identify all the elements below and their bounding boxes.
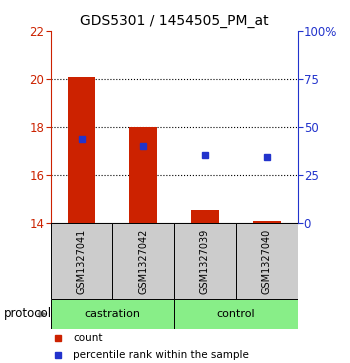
Text: GSM1327040: GSM1327040 — [262, 229, 272, 294]
Bar — [112, 223, 174, 299]
Text: GSM1327041: GSM1327041 — [77, 229, 86, 294]
Text: GSM1327039: GSM1327039 — [200, 229, 210, 294]
Bar — [174, 299, 298, 329]
Bar — [253, 221, 281, 223]
Bar — [51, 223, 112, 299]
Text: percentile rank within the sample: percentile rank within the sample — [73, 350, 249, 360]
Bar — [236, 223, 298, 299]
Bar — [191, 210, 219, 223]
Bar — [68, 77, 96, 223]
Title: GDS5301 / 1454505_PM_at: GDS5301 / 1454505_PM_at — [80, 15, 268, 28]
Text: control: control — [217, 309, 255, 319]
Text: GSM1327042: GSM1327042 — [138, 229, 148, 294]
Text: count: count — [73, 333, 103, 343]
Text: protocol: protocol — [4, 307, 52, 321]
Bar — [51, 299, 174, 329]
Text: castration: castration — [84, 309, 140, 319]
Bar — [130, 127, 157, 223]
Bar — [174, 223, 236, 299]
